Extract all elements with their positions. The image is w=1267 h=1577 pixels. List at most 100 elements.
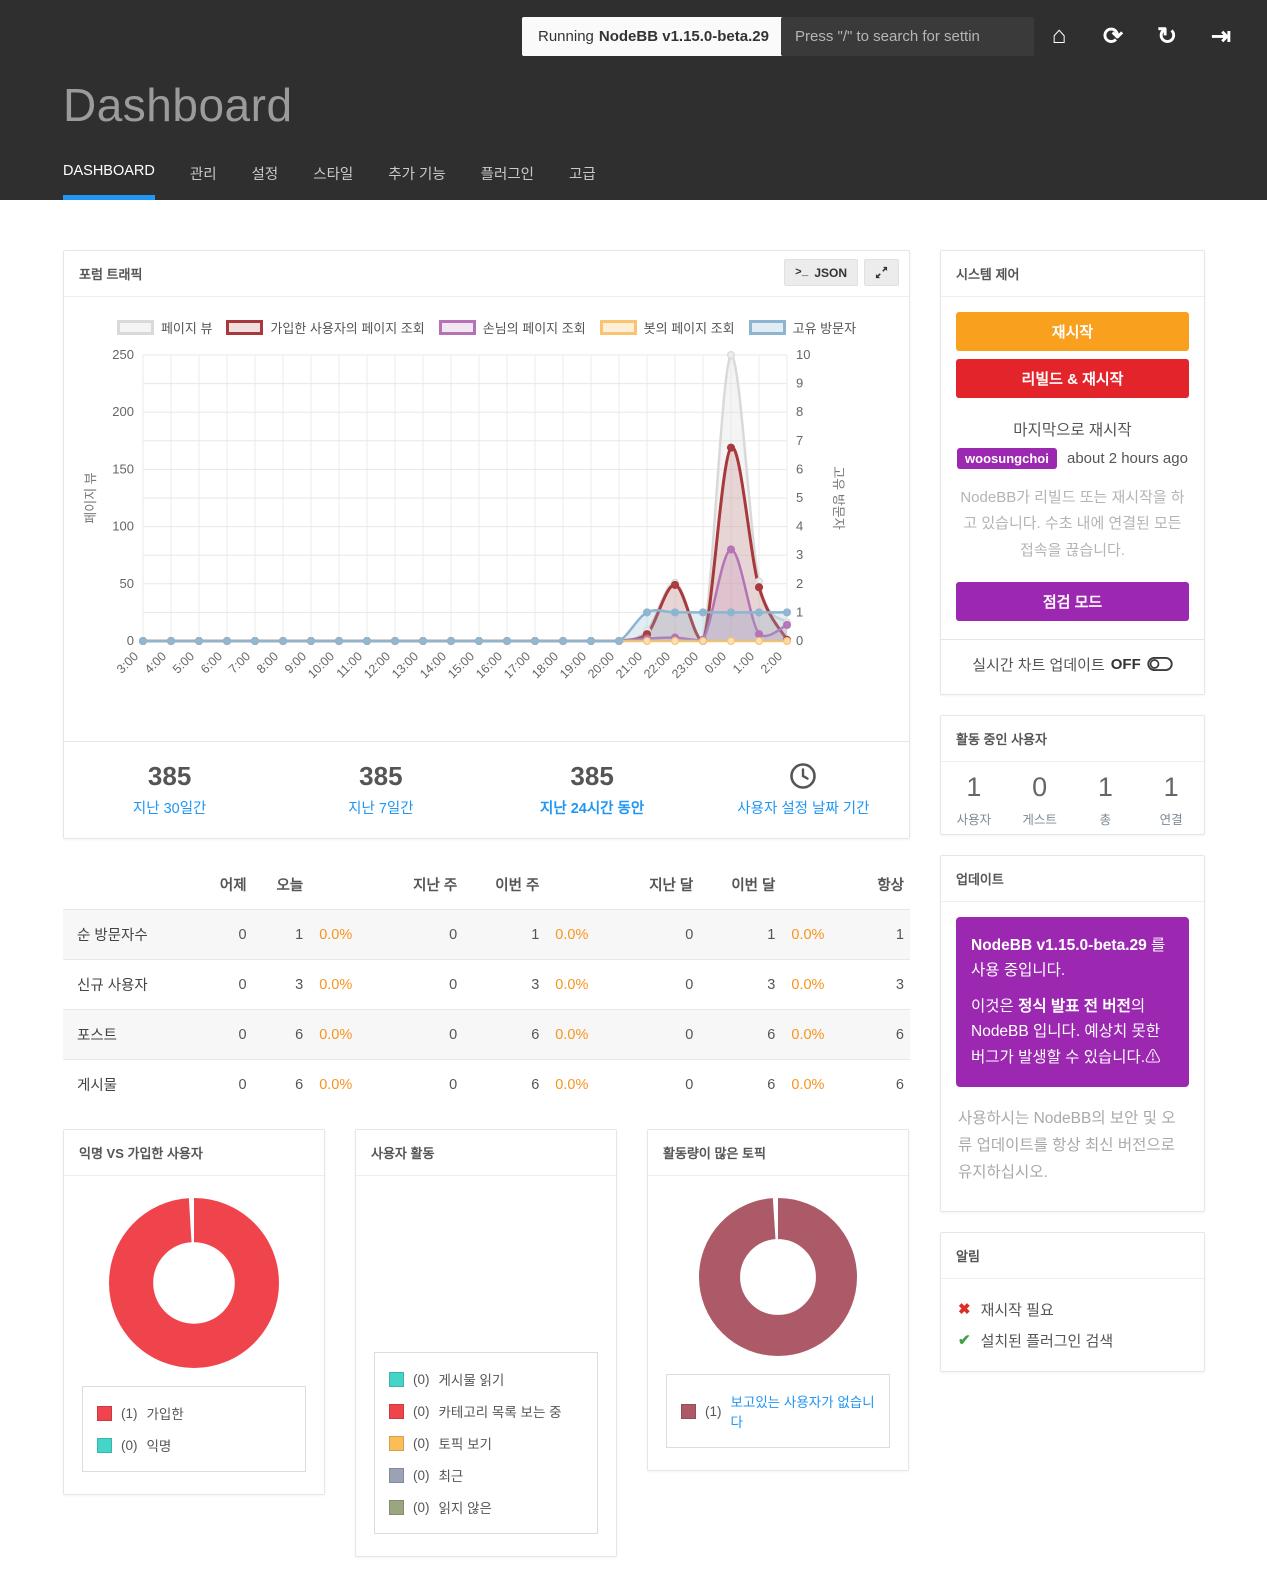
legend-label: 카테고리 목록 보는 중: [438, 1405, 562, 1420]
legend-swatch-icon: [97, 1405, 112, 1421]
restart-button[interactable]: 재시작: [956, 312, 1189, 351]
system-control-title: 시스템 제어: [941, 251, 1204, 297]
refresh-icon[interactable]: ⟳: [1102, 22, 1124, 50]
metrics-cell: 6: [252, 1009, 310, 1060]
legend-swatch-icon: [389, 1371, 404, 1387]
active-user-label[interactable]: 사용자: [956, 812, 992, 827]
legend-item[interactable]: 가입한 사용자의 페이지 조회: [226, 318, 425, 337]
notice-label: 설치된 플러그인 검색: [980, 1332, 1114, 1350]
metrics-cell: 0: [381, 959, 464, 1010]
page-title: Dashboard: [63, 79, 293, 131]
expand-icon: [875, 266, 888, 279]
rebuild-restart-button[interactable]: 리빌드 & 재시작: [956, 359, 1189, 398]
metrics-cell: 0.0%: [781, 1009, 854, 1060]
alert-rest: 의 NodeBB 입니다. 예상치 못한 버그가 발생할 수 있습니다.: [971, 997, 1161, 1066]
traffic-stat-link[interactable]: 사용자 설정 날짜 기간: [737, 801, 870, 817]
legend-count: (0): [121, 1437, 138, 1453]
content: 포럼 트래픽 >_ JSON 페이지 뷰 가입한 사용자의 페이지 조회 손님의 페…: [0, 200, 1267, 1577]
search-input[interactable]: [781, 17, 1034, 56]
legend-item[interactable]: 페이지 뷰: [116, 318, 213, 337]
legend-link[interactable]: 보고있는 사용자가 없습니다: [730, 1395, 875, 1430]
active-user-label[interactable]: 게스트: [1022, 812, 1057, 827]
svg-text:10: 10: [796, 347, 810, 362]
svg-text:12:00: 12:00: [361, 649, 393, 681]
metrics-cell: 0.0%: [545, 1059, 618, 1109]
toggle-off-icon[interactable]: [1147, 656, 1173, 672]
maintenance-mode-button[interactable]: 점검 모드: [956, 581, 1189, 621]
traffic-stat-value: 385: [147, 760, 192, 791]
svg-text:18:00: 18:00: [529, 649, 561, 681]
metrics-table-head: 어제 오늘 지난 주 이번 주 지난 달 이번 달 항상: [63, 864, 910, 910]
active-user-label[interactable]: 총: [1099, 812, 1112, 827]
system-control-panel: 시스템 제어 재시작 리빌드 & 재시작 마지막으로 재시작 woosungch…: [940, 250, 1205, 695]
legend-count: (0): [413, 1499, 430, 1515]
legend-label: 익명: [146, 1439, 172, 1454]
donut-legend-item: (0) 게시물 읽기: [387, 1363, 585, 1395]
json-button-label: JSON: [814, 265, 847, 280]
metrics-row-label: 순 방문자수: [63, 909, 196, 960]
alert-pre: 이것은: [971, 997, 1019, 1015]
traffic-stat: 385 지난 24시간 동안: [487, 742, 698, 838]
legend-label: 게시물 읽기: [438, 1373, 505, 1388]
donut-legend-item: (0) 읽지 않은: [387, 1491, 585, 1523]
svg-text:2: 2: [796, 576, 803, 591]
metrics-cell: 0.0%: [309, 1059, 382, 1109]
legend-count: (0): [413, 1371, 430, 1387]
legend-item[interactable]: 고유 방문자: [748, 318, 856, 337]
tab-스타일[interactable]: 스타일: [313, 167, 354, 183]
svg-text:50: 50: [120, 576, 134, 591]
metrics-header: 이번 주: [495, 878, 540, 894]
tab-플러그인[interactable]: 플러그인: [480, 167, 535, 183]
legend-swatch-icon: [226, 320, 264, 335]
donut-chart: [64, 1176, 324, 1378]
traffic-chart[interactable]: 0 50 100 150 200 250 0 1 2 3 4 5 6 7 8 9 10 3:00 4:00 5:00 6…: [79, 341, 894, 736]
donut-legend-item: (1) 가입한: [95, 1397, 293, 1429]
active-user-label[interactable]: 연결: [1159, 812, 1183, 827]
legend-swatch-icon: [599, 320, 637, 335]
metrics-cell: 6: [699, 1059, 782, 1109]
traffic-panel: 포럼 트래픽 >_ JSON 페이지 뷰 가입한 사용자의 페이지 조회 손님의 페…: [63, 250, 910, 839]
legend-item[interactable]: 손님의 페이지 조회: [438, 318, 586, 337]
metrics-row-label: 게시물: [63, 1059, 196, 1109]
json-button[interactable]: >_ JSON: [784, 259, 858, 286]
tab-dashboard[interactable]: DASHBOARD: [63, 151, 155, 200]
traffic-stat-link[interactable]: 지난 24시간 동안: [540, 801, 645, 817]
home-icon[interactable]: ⌂: [1051, 22, 1067, 49]
svg-text:1: 1: [796, 604, 803, 619]
updates-title: 업데이트: [941, 856, 1204, 902]
donut-card-title: 익명 VS 가입한 사용자: [64, 1130, 324, 1176]
metrics-cell: 0.0%: [545, 959, 618, 1010]
active-users-stats: 1 사용자 0 게스트 1 총 1 연결: [941, 762, 1204, 834]
alert-version-rest: 를 사용 중입니다.: [971, 936, 1166, 980]
rotate-right-icon[interactable]: ↻: [1156, 22, 1178, 50]
donut-card: 사용자 활동 (0) 게시물 읽기 (0) 카테고리 목록 보는 중 (0) 토픽 보기 (0…: [355, 1129, 617, 1557]
sign-out-icon[interactable]: ⇥: [1210, 22, 1232, 50]
traffic-stat-link[interactable]: 지난 7일간: [348, 801, 414, 817]
metrics-cell: 0.0%: [781, 1059, 854, 1109]
tab-추가-기능[interactable]: 추가 기능: [388, 167, 446, 183]
traffic-legend: 페이지 뷰 가입한 사용자의 페이지 조회 손님의 페이지 조회 봇의 페이지 조회 고…: [79, 318, 894, 337]
legend-item[interactable]: 봇의 페이지 조회: [599, 318, 735, 337]
expand-button[interactable]: [864, 259, 899, 286]
tab-고급[interactable]: 고급: [569, 167, 596, 183]
restart-user-badge[interactable]: woosungchoi: [957, 448, 1057, 469]
metrics-header: 지난 달: [649, 878, 694, 894]
error-x-icon: ✖: [958, 1301, 971, 1319]
traffic-panel-header: 포럼 트래픽 >_ JSON: [64, 251, 909, 297]
tab-관리[interactable]: 관리: [189, 167, 217, 183]
metrics-cell: 0: [381, 909, 464, 960]
legend-label: 가입한: [146, 1407, 184, 1422]
svg-text:6:00: 6:00: [198, 649, 225, 676]
tab-설정[interactable]: 설정: [251, 167, 279, 183]
legend-label: 페이지 뷰: [160, 321, 213, 336]
legend-swatch-icon: [389, 1467, 404, 1483]
metrics-header: 어제: [219, 878, 247, 894]
donut-legend-item: (0) 토픽 보기: [387, 1427, 585, 1459]
traffic-stat-link[interactable]: 지난 30일간: [132, 801, 207, 817]
donut-row: 익명 VS 가입한 사용자 (1) 가입한 (0) 익명 사용자 활동 (0) 게시물 읽기(…: [63, 1129, 910, 1577]
active-user-value: 1: [966, 771, 982, 802]
terminal-icon: >_: [795, 266, 809, 279]
donut-card-title: 사용자 활동: [356, 1130, 616, 1176]
traffic-stat-value: [698, 759, 909, 793]
